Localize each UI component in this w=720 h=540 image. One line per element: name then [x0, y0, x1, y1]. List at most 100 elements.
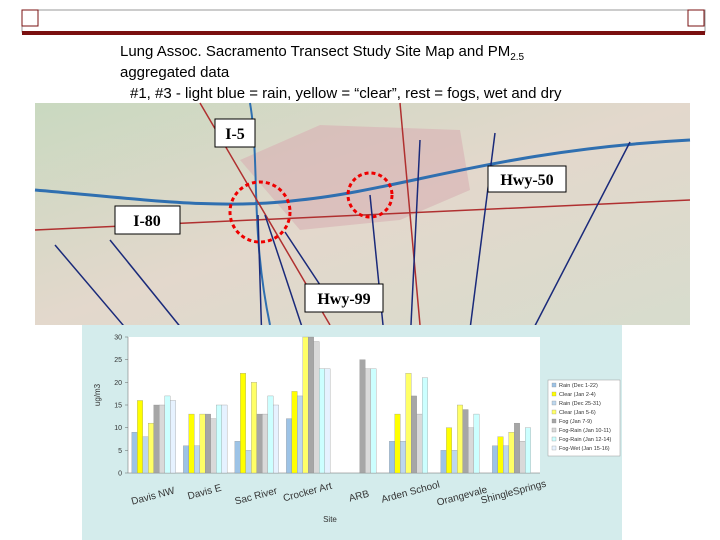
- bar: [216, 404, 222, 474]
- bar: [514, 422, 520, 474]
- legend-swatch: [551, 400, 557, 406]
- y-tick-label: 15: [114, 403, 122, 410]
- bar: [170, 400, 176, 474]
- y-tick-label: 10: [114, 425, 122, 432]
- header-frame: [21, 9, 706, 33]
- y-tick-label: 30: [114, 335, 122, 342]
- bar: [497, 436, 504, 474]
- bar: [446, 427, 452, 474]
- legend-label: Rain (Dec 1-22): [559, 383, 598, 389]
- legend-label: Fog-Rain (Jan 10-11): [559, 428, 611, 434]
- bar: [313, 341, 320, 474]
- bar: [457, 404, 463, 474]
- bar: [440, 450, 447, 474]
- bar: [422, 377, 428, 474]
- bar: [416, 413, 423, 474]
- y-tick-label: 0: [118, 471, 122, 478]
- legend-label: Clear (Jan 5-6): [559, 410, 596, 416]
- y-tick-label: 5: [118, 448, 122, 455]
- subtitle: #1, #3 - light blue = rain, yellow = “cl…: [130, 85, 562, 102]
- legend-swatch: [551, 427, 557, 433]
- legend-label: Clear (Jan 2-4): [559, 392, 596, 398]
- bar: [273, 404, 279, 474]
- legend-label: Rain (Dec 25-31): [559, 401, 601, 407]
- y-axis-label: ug/m3: [93, 383, 102, 406]
- map-label: Hwy-50: [500, 172, 553, 189]
- title: Lung Assoc. Sacramento Transect Study Si…: [120, 43, 525, 63]
- bar: [451, 450, 458, 474]
- bar: [164, 395, 171, 474]
- bar: [405, 373, 412, 474]
- title-sub: 2.5: [510, 52, 524, 63]
- legend-label: Fog (Jan 7-9): [559, 419, 592, 425]
- title-line2: aggregated data: [120, 64, 230, 81]
- bar: [400, 441, 406, 474]
- bar: [389, 441, 395, 474]
- map-label-box: [214, 118, 256, 148]
- corner-box: [687, 9, 705, 27]
- bar: [473, 413, 480, 474]
- bar: [324, 368, 331, 474]
- legend-label: Fog-Rain (Jan 12-14): [559, 437, 611, 443]
- bar: [370, 368, 377, 474]
- bar: [262, 413, 268, 474]
- bar: [148, 422, 154, 474]
- bar: [492, 445, 498, 474]
- bar: [394, 413, 401, 474]
- bar: [210, 418, 217, 474]
- legend-label: Fog-Wet (Jan 15-16): [559, 446, 610, 452]
- bar: [291, 391, 298, 474]
- x-tick-label: ARB: [348, 489, 371, 505]
- title-main: Lung Assoc. Sacramento Transect Study Si…: [120, 43, 510, 60]
- bar: [365, 368, 371, 474]
- map-label: I-80: [133, 213, 161, 230]
- bar: [245, 450, 252, 474]
- bar: [302, 336, 309, 474]
- bar: [153, 404, 160, 474]
- bar: [240, 373, 246, 474]
- bar: [199, 413, 206, 474]
- bar: [519, 441, 526, 474]
- map-label: Hwy-99: [317, 291, 370, 308]
- bar: [297, 395, 303, 474]
- bar: [251, 382, 257, 474]
- bar: [267, 395, 274, 474]
- bar: [508, 432, 515, 474]
- header-rule: [22, 31, 705, 35]
- bar: [359, 359, 366, 474]
- map-river: [34, 138, 691, 206]
- bar: [468, 427, 474, 474]
- bar: [188, 413, 195, 474]
- bar: [159, 404, 165, 474]
- y-tick-label: 25: [114, 357, 122, 364]
- map-label-box: [304, 283, 384, 313]
- bar: [525, 427, 531, 474]
- bar: [221, 404, 228, 474]
- bar: [142, 436, 149, 474]
- bar: [194, 445, 200, 474]
- x-axis-label: Site: [323, 515, 337, 524]
- bar: [234, 441, 241, 474]
- site-circle: [228, 180, 292, 244]
- legend-swatch: [551, 418, 557, 424]
- map-label-box: [487, 165, 567, 193]
- bar: [205, 413, 211, 474]
- corner-box: [21, 9, 39, 27]
- bar: [286, 418, 292, 474]
- legend-swatch: [551, 445, 557, 451]
- legend-swatch: [551, 436, 557, 442]
- bar: [503, 445, 509, 474]
- bar: [256, 413, 263, 474]
- legend: [547, 379, 621, 457]
- site-circle: [346, 171, 394, 219]
- bar: [411, 395, 417, 474]
- map-label: I-5: [225, 126, 245, 143]
- y-tick-label: 20: [114, 380, 122, 387]
- bar: [308, 336, 314, 474]
- legend-swatch: [551, 409, 557, 415]
- bar: [137, 400, 143, 474]
- legend-swatch: [551, 382, 557, 388]
- bar: [183, 445, 189, 474]
